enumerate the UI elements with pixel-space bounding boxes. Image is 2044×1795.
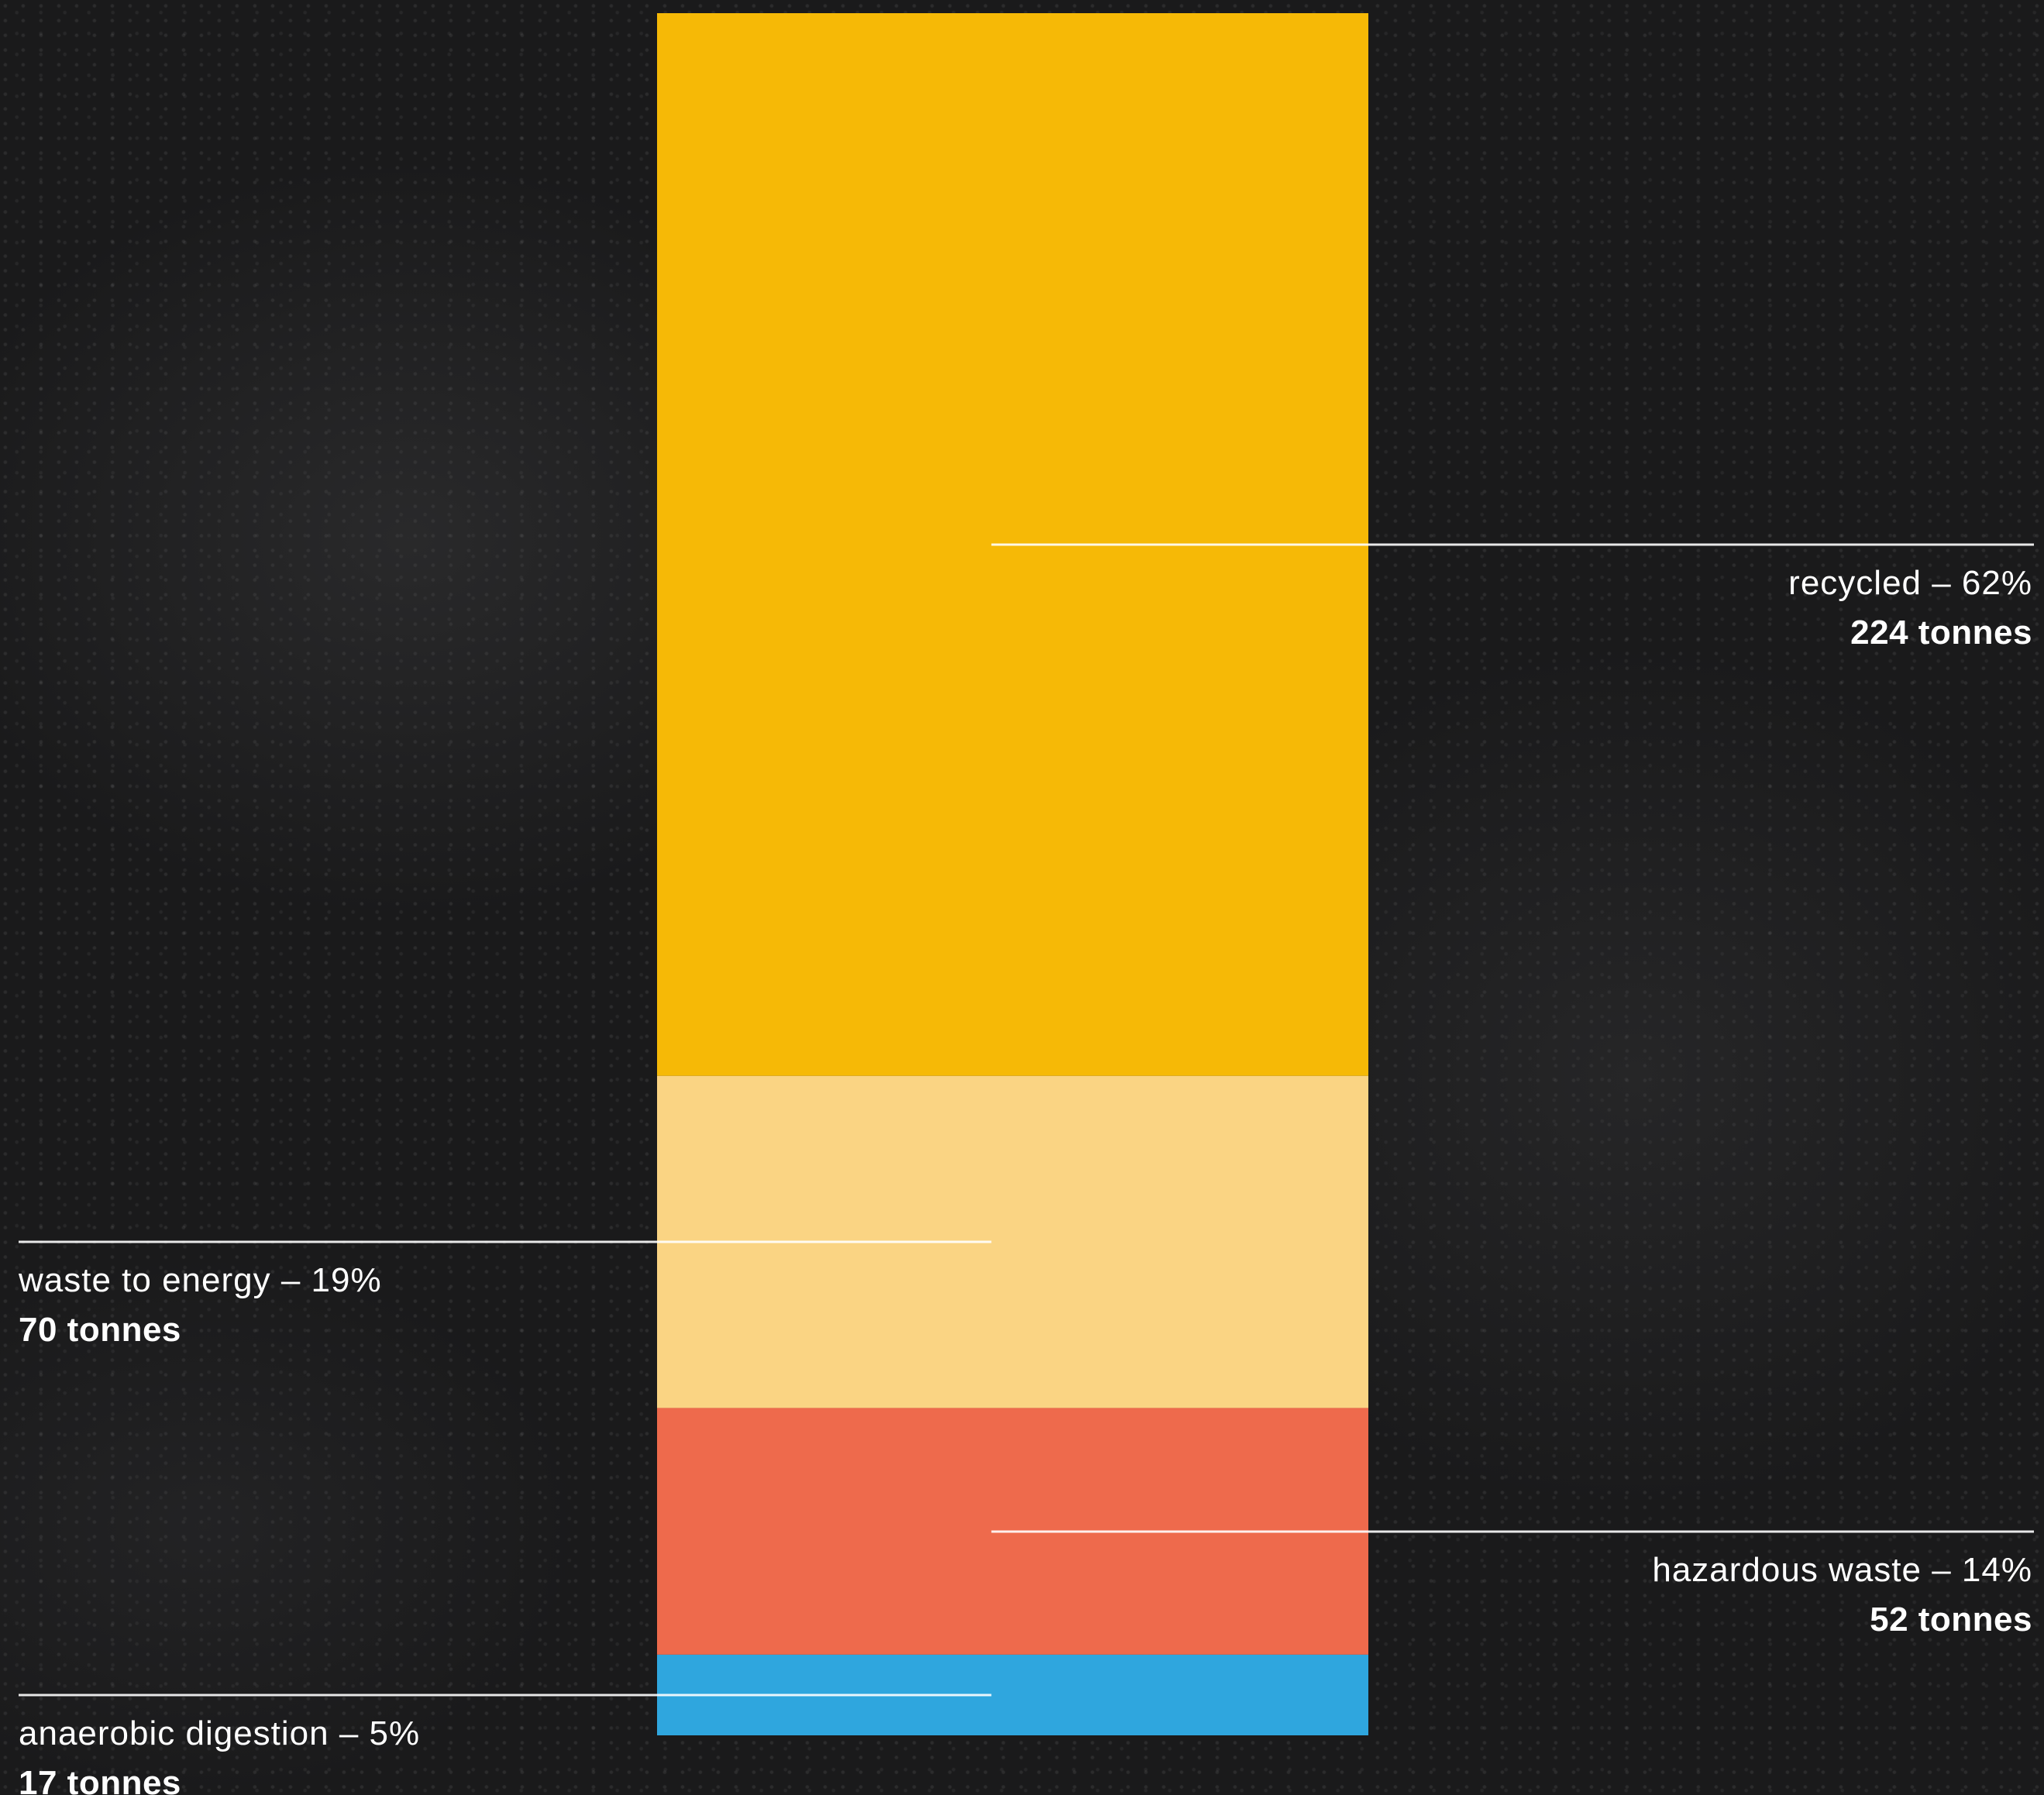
bar-segments — [657, 13, 1368, 1735]
segment-value-waste-to-energy: 70 tonnes — [19, 1311, 181, 1349]
segment-label-anaerobic-digestion: anaerobic digestion – 5% — [19, 1714, 420, 1752]
segment-label-waste-to-energy: waste to energy – 19% — [18, 1261, 382, 1299]
segment-value-recycled: 224 tonnes — [1850, 614, 2032, 652]
leader-lines — [19, 543, 2034, 1697]
segment-labels: recycled – 62% 224 tonnes waste to energy … — [18, 564, 2032, 1795]
segment-value-hazardous-waste: 52 tonnes — [1870, 1601, 2032, 1639]
segment-value-anaerobic-digestion: 17 tonnes — [19, 1764, 181, 1795]
segment-label-hazardous-waste: hazardous waste – 14% — [1652, 1551, 2032, 1589]
segment-label-recycled: recycled – 62% — [1788, 564, 2032, 602]
